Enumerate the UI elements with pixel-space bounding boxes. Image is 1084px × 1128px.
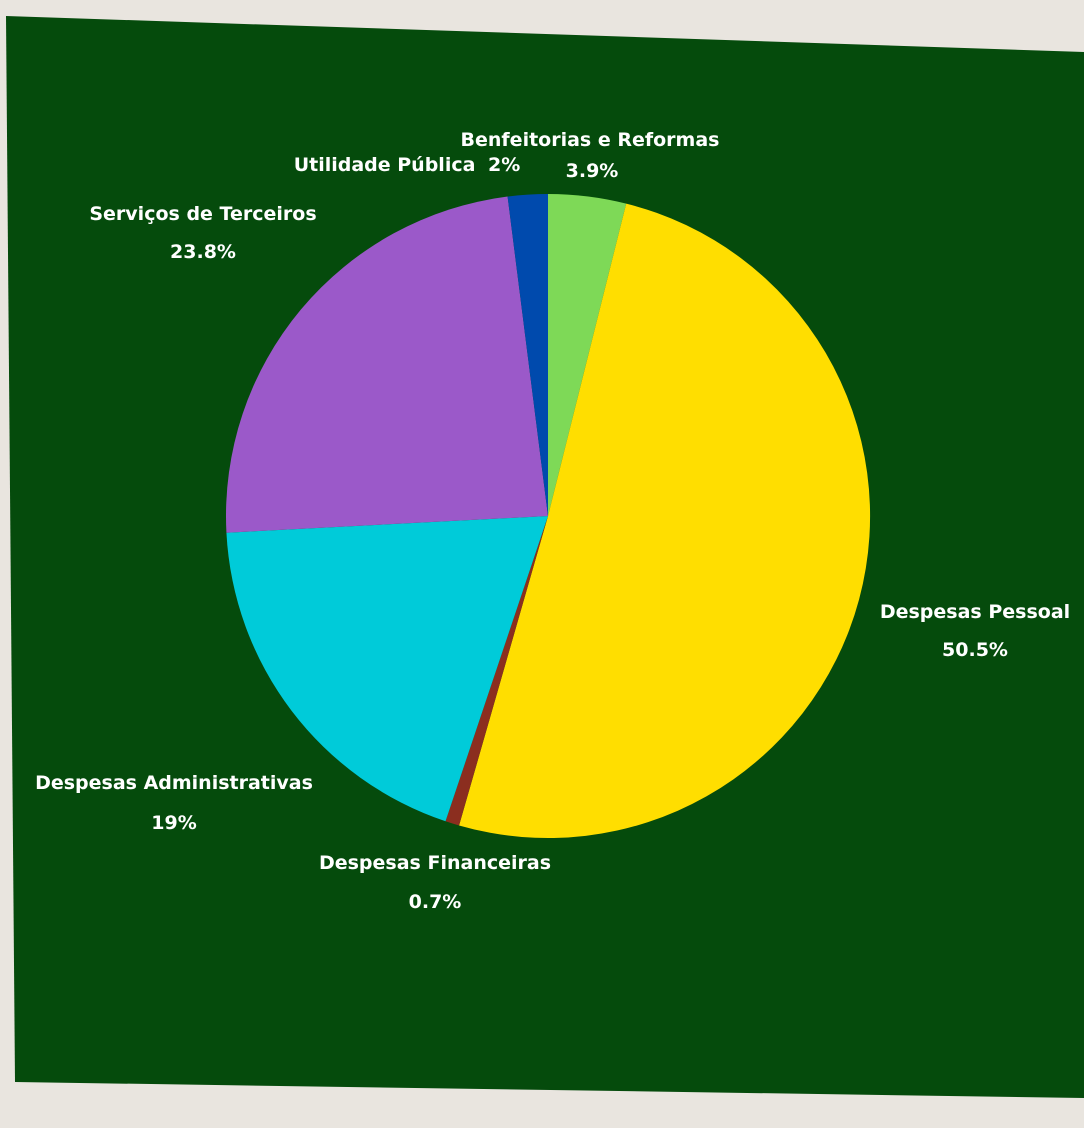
slice-label-value: 23.8% (170, 241, 236, 263)
pie-slice-despesas-administrativas (226, 516, 548, 822)
pie-slice-servicos-de-terceiros (225, 196, 548, 533)
slice-label-name: Despesas Financeiras (319, 852, 551, 874)
slice-label-value: 3.9% (566, 160, 619, 182)
label-despesas-financeiras: Despesas Financeiras 0.7% (319, 852, 551, 913)
slice-label-name: Utilidade Pública (294, 154, 476, 176)
pie-slice-benfeitorias-e-reformas (548, 194, 627, 516)
slice-label-name-and-value: Utilidade Pública 2% (294, 154, 521, 176)
label-servicos-de-terceiros: Serviços de Terceiros 23.8% (89, 203, 316, 263)
pie-slice-despesas-financeiras (445, 516, 548, 826)
slice-label-value: 50.5% (942, 639, 1008, 661)
pie-slices (225, 194, 871, 839)
label-despesas-administrativas: Despesas Administrativas 19% (35, 772, 313, 834)
slice-label-value: 0.7% (409, 891, 462, 913)
label-utilidade-publica: Utilidade Pública 2% (294, 154, 521, 176)
slice-label-name: Serviços de Terceiros (89, 203, 316, 225)
slice-label-name: Benfeitorias e Reformas (461, 129, 720, 151)
pie-slice-utilidade-publica (507, 194, 548, 516)
slice-label-value: 19% (151, 812, 196, 834)
slice-label-value: 2% (488, 154, 520, 176)
slice-label-name: Despesas Administrativas (35, 772, 313, 794)
slice-label-name: Despesas Pessoal (880, 601, 1070, 623)
label-benfeitorias-e-reformas: Benfeitorias e Reformas 3.9% (461, 129, 720, 182)
label-despesas-pessoal: Despesas Pessoal 50.5% (880, 601, 1070, 661)
pie-slice-despesas-pessoal (459, 203, 871, 839)
